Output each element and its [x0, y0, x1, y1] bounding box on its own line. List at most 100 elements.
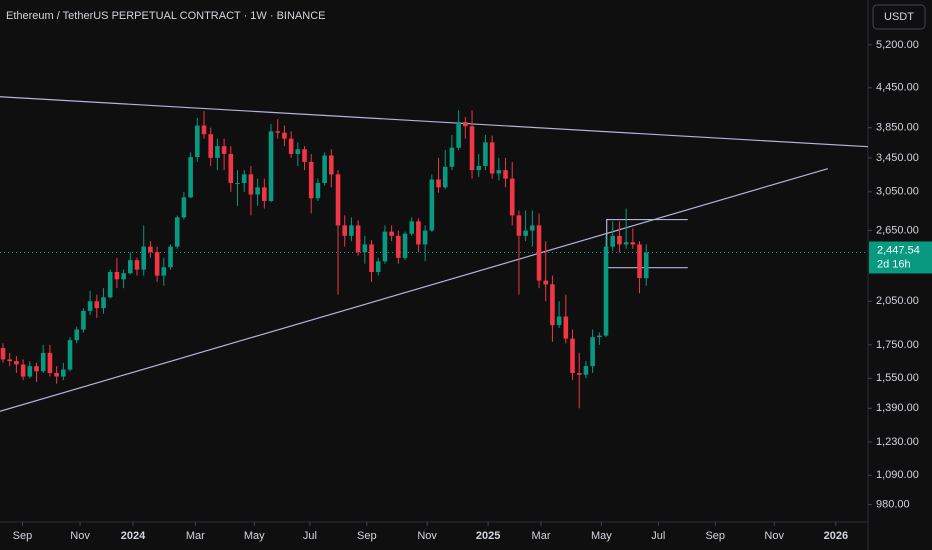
candle-body — [141, 246, 147, 270]
candle-body — [329, 155, 334, 175]
candle-body — [355, 225, 361, 253]
x-tick-label: 2025 — [476, 530, 500, 542]
x-tick-label: Nov — [764, 530, 784, 542]
candle-body — [208, 134, 214, 158]
candle-body — [148, 246, 153, 253]
candle-body — [107, 271, 113, 298]
candle-body — [255, 187, 260, 195]
candle-body — [154, 252, 160, 276]
x-tick-label: Jul — [651, 530, 665, 542]
candle-body — [201, 125, 207, 135]
candle-body — [14, 361, 19, 365]
candle-body — [382, 231, 388, 262]
candle-body — [449, 147, 455, 167]
candle-body — [67, 340, 73, 370]
candle-body — [215, 146, 220, 158]
candle-body — [469, 126, 475, 171]
candle-body — [375, 261, 381, 272]
candle-body — [322, 155, 327, 183]
candle-body — [416, 221, 421, 245]
candle-body — [610, 235, 616, 247]
candle-body — [235, 182, 240, 184]
candle-body — [422, 230, 428, 245]
chart-title: Ethereum / TetherUS PERPETUAL CONTRACT ·… — [6, 10, 325, 22]
candle-body — [362, 244, 368, 253]
candle-body — [442, 166, 448, 188]
candle-body — [396, 235, 401, 258]
candle-body — [402, 233, 408, 258]
candle-body — [315, 182, 321, 199]
candle-body — [288, 138, 294, 154]
candle-body — [503, 170, 508, 179]
candle-body — [174, 217, 180, 247]
last-price-label: 2,447.54 — [877, 244, 920, 256]
candle-body — [509, 178, 515, 216]
y-tick-label: 5,200.00 — [876, 39, 919, 51]
candle-body — [121, 273, 126, 280]
candle-body — [349, 225, 354, 236]
candle-body — [0, 348, 6, 360]
candle-body — [302, 149, 307, 162]
candle-body — [476, 165, 482, 171]
candle-body — [94, 301, 100, 309]
x-tick-label: Mar — [186, 530, 205, 542]
candle-body — [603, 246, 609, 336]
x-tick-label: Nov — [417, 530, 437, 542]
last-price-box — [869, 241, 932, 274]
candle-body — [369, 244, 374, 272]
candle-body — [436, 179, 441, 188]
y-tick-label: 1,750.00 — [876, 339, 919, 351]
candle-body — [275, 131, 281, 133]
candle-body — [168, 246, 173, 268]
trend-line — [0, 168, 828, 412]
currency-label[interactable]: USDT — [884, 11, 914, 23]
candle-body — [483, 142, 488, 166]
y-tick-label: 1,550.00 — [876, 372, 919, 384]
candle-body — [195, 125, 200, 158]
x-tick-label: Sep — [357, 530, 377, 542]
candle-body — [161, 267, 167, 276]
candle-body — [617, 235, 622, 245]
candle-body — [228, 153, 234, 183]
candle-body — [27, 366, 33, 377]
candle-body — [597, 335, 602, 338]
x-tick-label: May — [244, 530, 265, 542]
candle-body — [20, 364, 26, 377]
candle-body — [409, 221, 415, 234]
x-tick-label: Sep — [705, 530, 725, 542]
candle-body — [221, 146, 227, 154]
candle-body — [576, 373, 582, 375]
candle-body — [637, 244, 642, 279]
y-tick-label: 4,450.00 — [876, 82, 919, 94]
trend-line — [0, 96, 869, 148]
candle-body — [630, 242, 636, 245]
candle-body — [181, 197, 187, 218]
x-tick-label: Sep — [13, 530, 33, 542]
x-tick-label: 2026 — [824, 530, 848, 542]
y-tick-label: 3,450.00 — [876, 152, 919, 164]
candle-body — [530, 225, 535, 231]
candle-body — [241, 174, 247, 183]
candle-body — [335, 174, 341, 226]
candle-body — [523, 230, 528, 236]
currency-button[interactable] — [872, 4, 926, 30]
candle-body — [429, 179, 435, 231]
y-tick-label: 3,850.00 — [876, 122, 919, 134]
x-tick-label: Nov — [70, 530, 90, 542]
candle-body — [563, 316, 569, 339]
candle-body — [34, 366, 39, 372]
candle-body — [282, 132, 287, 139]
candle-body — [342, 225, 348, 236]
candle-body — [248, 174, 254, 195]
candle-body — [570, 338, 575, 374]
candle-body — [590, 337, 595, 367]
candle-body — [623, 242, 629, 245]
candle-body — [101, 297, 106, 309]
y-tick-label: 1,090.00 — [876, 469, 919, 481]
candle-body — [54, 373, 59, 377]
candle-body — [134, 260, 140, 270]
y-tick-label: 2,650.00 — [876, 224, 919, 236]
x-tick-label: Jul — [303, 530, 317, 542]
y-tick-label: 1,230.00 — [876, 436, 919, 448]
candle-body — [489, 142, 495, 174]
